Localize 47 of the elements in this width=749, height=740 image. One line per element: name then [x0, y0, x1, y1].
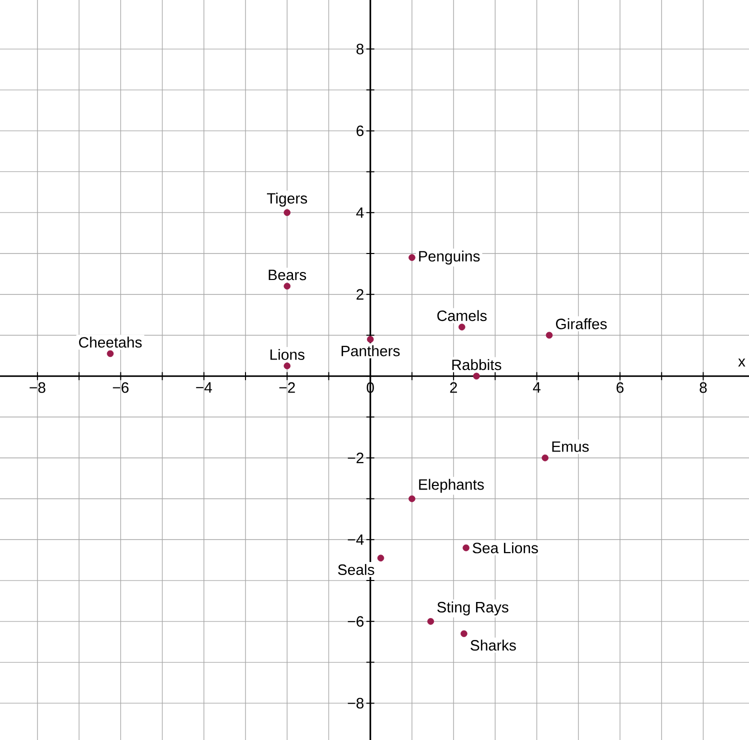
point: [106, 350, 114, 358]
y-tick-label: −8: [348, 698, 364, 708]
annotation: Penguins: [419, 250, 480, 265]
point: [427, 618, 434, 625]
x-tick-label: −8: [30, 382, 46, 393]
annotation: Bears: [268, 270, 306, 280]
point: [462, 544, 470, 552]
annotation: Sharks: [470, 640, 516, 651]
annotation: Sea Lions: [472, 542, 538, 554]
point: [473, 372, 480, 380]
point: [408, 495, 416, 502]
x-tick-label: 6: [616, 382, 624, 393]
annotation: Seals: [338, 564, 374, 575]
point: [377, 554, 384, 562]
annotation: Rabbits: [452, 359, 502, 370]
y-tick-label: 8: [356, 44, 364, 54]
x-tick-label: 8: [700, 382, 707, 393]
annotation: Panthers: [342, 345, 400, 356]
x-tick-label: 4: [532, 382, 541, 393]
point: [284, 362, 291, 370]
point: [542, 454, 548, 462]
x-tick-label: −4: [196, 382, 212, 393]
annotation: Tigers: [266, 192, 308, 207]
y-tick-label: 6: [356, 126, 364, 136]
annotation: Cheetahs: [79, 336, 142, 348]
x-tick-label: −6: [112, 382, 129, 393]
point: [366, 336, 374, 343]
annotation: Camels: [437, 310, 487, 322]
point: [408, 254, 416, 261]
x-tick-label: 2: [450, 382, 457, 393]
annotation: Emus: [552, 441, 589, 452]
point: [460, 630, 468, 638]
y-tick-label: 4: [356, 207, 364, 218]
point: [284, 282, 291, 290]
y-tick-label: −2: [348, 452, 364, 464]
y-tick-label: 2: [356, 289, 364, 300]
point: [284, 209, 291, 216]
annotation: Elephants: [419, 478, 484, 493]
point: [458, 324, 466, 330]
annotation: Giraffes: [556, 318, 607, 330]
point: [546, 332, 553, 339]
y-tick-label: −4: [348, 534, 364, 545]
annotation: Sting Rays: [437, 602, 508, 616]
x-tick-label: −2: [279, 382, 295, 393]
x-axis-title: x: [738, 358, 746, 366]
y-tick-label: −6: [348, 616, 364, 627]
annotation: Lions: [270, 348, 304, 360]
